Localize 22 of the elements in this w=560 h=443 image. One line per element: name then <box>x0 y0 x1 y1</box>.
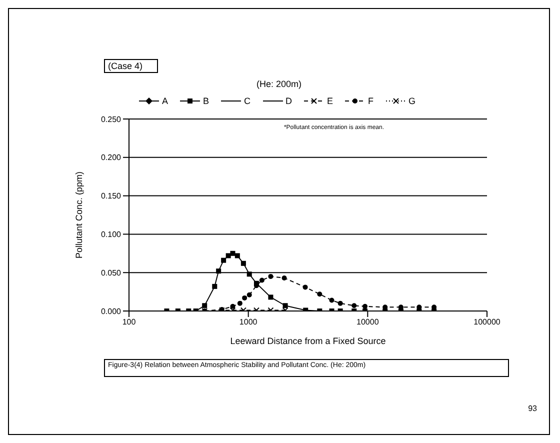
x-tick-label: 1000 <box>239 318 258 327</box>
legend-label: F <box>367 96 374 106</box>
y-tick-label: 0.250 <box>100 114 122 124</box>
x-tick-label: 10000 <box>356 318 380 327</box>
legend-label: G <box>408 96 416 106</box>
text: 93 <box>528 404 537 413</box>
y-tick-label: 0.000 <box>100 306 122 316</box>
x-tick-label: 100000 <box>474 318 501 327</box>
y-tick-label: 0.100 <box>100 230 122 240</box>
x-axis-title: Leeward Distance from a Fixed Source <box>230 336 386 346</box>
legend-label: D <box>284 96 292 106</box>
legend-label: B <box>202 96 210 106</box>
x-tick-label: 100 <box>122 318 136 327</box>
legend-label: E <box>326 96 334 106</box>
legend-label: A <box>161 96 168 106</box>
legend-label: C <box>243 96 251 106</box>
y-tick-label: 0.150 <box>100 192 122 201</box>
y-tick-label: 0.050 <box>100 268 122 278</box>
chart-title: (Case 4) <box>104 59 158 73</box>
y-tick-label: 0.200 <box>100 153 122 162</box>
y-axis-title: Pollutant Conc. (ppm) <box>74 171 84 259</box>
chart-subtitle: (He: 200m) <box>255 79 302 89</box>
